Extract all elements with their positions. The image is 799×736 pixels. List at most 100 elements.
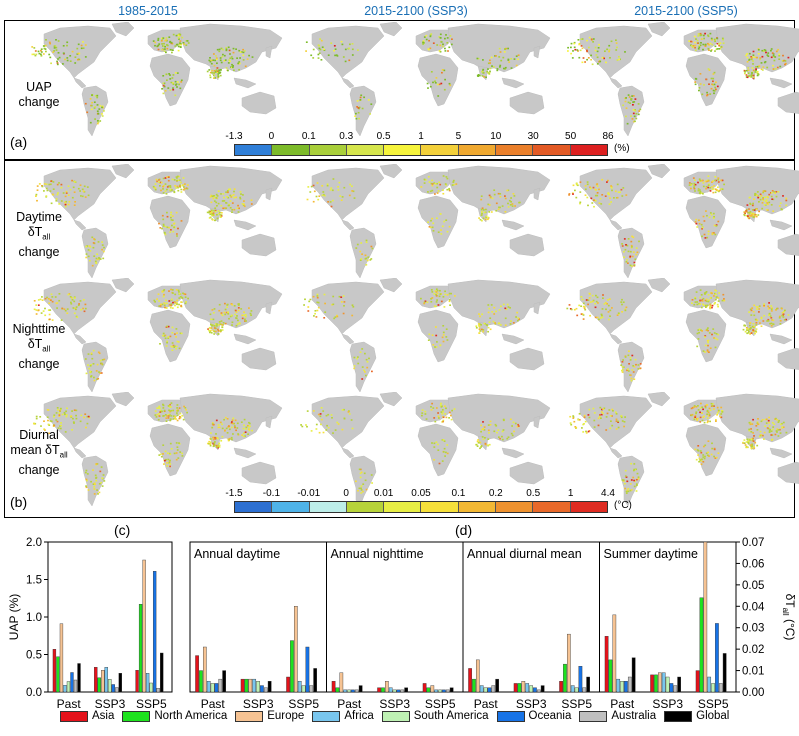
map-pixel — [73, 409, 76, 411]
map-pixel — [779, 202, 782, 204]
map-pixel — [582, 57, 585, 59]
map-pixel — [87, 489, 90, 491]
landmass — [509, 461, 545, 485]
map-pixel — [49, 183, 52, 186]
map-pixel — [168, 461, 171, 463]
landmass — [617, 455, 645, 507]
map-pixel — [715, 189, 718, 191]
map-pixel — [245, 426, 248, 429]
map-pixel — [212, 442, 215, 445]
map-pixel — [454, 295, 456, 297]
map-pixel — [605, 308, 607, 311]
map-pixel — [445, 416, 448, 419]
map-pixel — [759, 322, 761, 324]
map-pixel — [707, 230, 710, 233]
map-pixel — [231, 194, 234, 197]
map-pixel — [244, 435, 246, 437]
map-pixel — [161, 88, 163, 90]
map-pixel — [172, 87, 174, 89]
map-pixel — [97, 113, 100, 115]
map-pixel — [607, 311, 610, 313]
map-pixel — [620, 188, 623, 191]
map-pixel — [568, 194, 570, 196]
map-pixel — [101, 105, 104, 108]
map-pixel — [58, 293, 61, 295]
map-pixel — [216, 325, 218, 327]
landmass — [647, 278, 671, 293]
map-pixel — [98, 257, 100, 259]
map-pixel — [723, 183, 725, 186]
map-pixel — [775, 50, 778, 53]
map-pixel — [83, 310, 86, 313]
map-pixel — [442, 175, 445, 177]
map-pixel — [360, 489, 363, 491]
map-pixel — [616, 59, 619, 61]
map-pixel — [175, 83, 178, 85]
map-pixel — [488, 443, 491, 446]
bar-oceania — [152, 571, 157, 693]
map-pixel — [50, 180, 53, 182]
map-pixel — [588, 297, 591, 299]
map-pixel — [701, 412, 703, 414]
map-pixel — [607, 299, 609, 301]
map-pixel — [442, 189, 444, 191]
map-pixel — [210, 213, 213, 215]
map-pixel — [755, 208, 758, 210]
map-pixel — [570, 423, 573, 426]
map-pixel — [717, 181, 720, 183]
map-pixel — [604, 195, 607, 197]
map-pixel — [163, 304, 166, 307]
map-pixel — [493, 313, 496, 315]
map-pixel — [180, 43, 182, 46]
map-pixel — [697, 409, 700, 411]
map-pixel — [59, 409, 61, 412]
map-pixel — [483, 322, 486, 325]
map-pixel — [487, 203, 490, 206]
x-tick-label: SSP5 — [561, 697, 592, 711]
map-pixel — [169, 231, 172, 233]
legend-label: North America — [154, 710, 228, 722]
map-pixel — [715, 290, 717, 292]
map-pixel — [758, 65, 761, 68]
map-pixel — [577, 39, 580, 41]
map-pixel — [617, 191, 620, 193]
map-pixel — [703, 457, 706, 460]
map-pixel — [34, 50, 37, 52]
landmass — [769, 219, 793, 231]
map-pixel — [310, 54, 313, 57]
map-pixel — [177, 410, 179, 412]
map-pixel — [624, 51, 626, 53]
map-pixel — [778, 54, 781, 57]
map-pixel — [748, 428, 751, 431]
map-pixel — [441, 336, 444, 339]
map-pixel — [635, 490, 638, 492]
map-pixel — [635, 117, 638, 120]
map-pixel — [369, 113, 371, 115]
map-pixel — [159, 305, 162, 307]
map-pixel — [714, 292, 716, 295]
map-pixel — [244, 320, 246, 322]
map-pixel — [699, 191, 702, 193]
map-pixel — [348, 47, 350, 50]
map-pixel — [217, 190, 220, 192]
map-pixel — [633, 261, 636, 264]
map-pixel — [218, 303, 221, 306]
map-pixel — [84, 196, 87, 198]
map-pixel — [167, 405, 170, 407]
map-pixel — [360, 492, 363, 494]
map-pixel — [434, 80, 436, 83]
map-pixel — [338, 295, 341, 298]
map-pixel — [175, 442, 178, 444]
map-pixel — [431, 189, 434, 192]
map-pixel — [436, 292, 439, 295]
map-pixel — [507, 189, 510, 192]
map-pixel — [211, 426, 214, 429]
map-pixel — [443, 306, 446, 308]
map-pixel — [170, 216, 172, 219]
map-pixel — [218, 321, 221, 323]
map-pixel — [579, 191, 582, 193]
map-pixel — [694, 221, 697, 223]
map-pixel — [579, 181, 582, 183]
map-pixel — [35, 195, 37, 197]
map-pixel — [707, 233, 710, 235]
